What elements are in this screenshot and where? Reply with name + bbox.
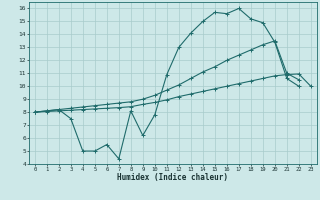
- X-axis label: Humidex (Indice chaleur): Humidex (Indice chaleur): [117, 173, 228, 182]
